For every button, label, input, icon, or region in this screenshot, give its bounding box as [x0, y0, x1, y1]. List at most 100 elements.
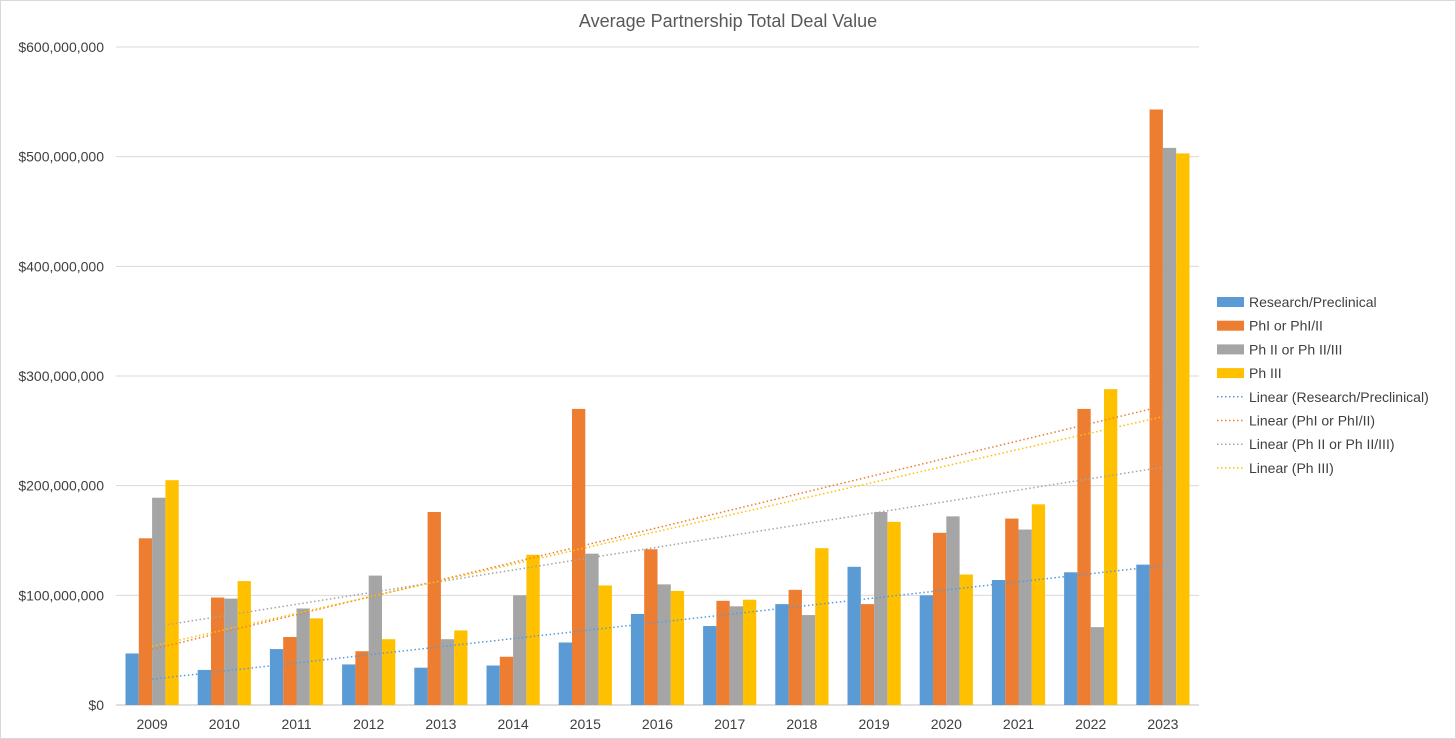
bar	[1031, 504, 1046, 705]
bar	[572, 408, 586, 705]
y-tick-label: $600,000,000	[18, 39, 104, 55]
bar	[368, 575, 382, 705]
bar	[165, 480, 179, 705]
y-tick-label: $400,000,000	[18, 258, 104, 274]
bar	[342, 664, 356, 705]
x-tick-label: 2017	[714, 716, 745, 732]
bar	[1162, 147, 1177, 705]
bar	[355, 651, 369, 705]
legend-swatch	[1217, 297, 1244, 307]
bar	[630, 613, 645, 705]
bar	[125, 653, 139, 705]
trendline	[152, 564, 1163, 680]
bar	[1104, 389, 1118, 705]
trendline	[151, 405, 1164, 651]
bar	[801, 615, 816, 705]
bar	[427, 511, 441, 705]
bar	[788, 589, 802, 705]
bar	[558, 642, 572, 705]
legend: Research/Preclinical PhI or PhI/II Ph II o…	[1217, 294, 1429, 476]
bar	[670, 590, 685, 705]
bar	[657, 584, 671, 705]
x-tick-label: 2014	[498, 716, 529, 732]
bar	[860, 604, 875, 705]
bar	[919, 595, 933, 705]
legend-label: Research/Preclinical	[1249, 294, 1377, 310]
bar	[309, 618, 324, 705]
bar	[138, 538, 153, 705]
bar	[283, 637, 297, 705]
y-axis-ticks: $0 $100,000,000 $200,000,000 $300,000,000 $4…	[18, 39, 104, 713]
legend-label: Linear (Research/Preclinical)	[1249, 389, 1429, 405]
bar	[211, 597, 225, 705]
x-tick-label: 2018	[786, 716, 817, 732]
x-tick-label: 2023	[1147, 716, 1178, 732]
bar	[874, 511, 888, 705]
bar	[716, 600, 730, 705]
legend-label: Linear (Ph III)	[1249, 460, 1334, 476]
x-tick-label: 2022	[1075, 716, 1106, 732]
x-tick-label: 2011	[281, 716, 311, 732]
x-tick-label: 2015	[570, 716, 601, 732]
gridlines	[116, 46, 1199, 706]
legend-label: PhI or PhI/II	[1249, 318, 1323, 334]
bar	[414, 667, 428, 705]
x-tick-label: 2010	[209, 716, 240, 732]
bar	[1005, 518, 1019, 705]
x-tick-label: 2013	[425, 716, 456, 732]
bar	[991, 579, 1006, 705]
y-tick-label: $200,000,000	[18, 478, 104, 494]
legend-label: Linear (PhI or PhI/II)	[1249, 413, 1375, 429]
bar	[1090, 627, 1104, 705]
bar	[598, 585, 612, 705]
bar	[224, 598, 238, 705]
bar	[382, 639, 396, 705]
legend-swatch	[1217, 320, 1244, 331]
legend-swatch	[1217, 344, 1244, 355]
bar	[743, 599, 757, 705]
trendlines	[151, 405, 1164, 680]
bar	[933, 532, 947, 705]
bar	[1136, 564, 1150, 705]
chart-title: Average Partnership Total Deal Value	[579, 11, 877, 31]
bar	[703, 626, 717, 705]
bar	[887, 521, 901, 705]
legend-swatch	[1217, 368, 1244, 379]
x-axis-ticks: 2009 2010 2011 2012 2013 2014 2015 2016 2017 2018…	[137, 716, 1179, 732]
y-tick-label: $0	[88, 697, 104, 713]
legend-label: Ph II or Ph II/III	[1249, 341, 1342, 357]
y-tick-label: $300,000,000	[18, 368, 104, 384]
y-tick-label: $100,000,000	[18, 587, 104, 603]
bar	[440, 639, 455, 705]
bar	[1077, 408, 1091, 705]
bar	[296, 608, 310, 705]
bars	[125, 109, 1190, 705]
x-tick-label: 2019	[859, 716, 890, 732]
y-tick-label: $500,000,000	[18, 149, 104, 165]
bar	[454, 630, 468, 705]
bar	[513, 595, 527, 705]
bar	[197, 669, 211, 705]
bar	[499, 656, 514, 705]
trendline	[151, 466, 1164, 628]
x-tick-label: 2020	[931, 716, 962, 732]
bar	[847, 566, 861, 705]
bar	[729, 606, 743, 705]
x-tick-label: 2009	[137, 716, 168, 732]
x-tick-label: 2016	[642, 716, 673, 732]
legend-label: Ph III	[1249, 365, 1282, 381]
x-tick-label: 2012	[353, 716, 384, 732]
bar	[815, 548, 829, 705]
legend-label: Linear (Ph II or Ph II/III)	[1249, 436, 1395, 452]
bar	[237, 581, 251, 705]
bar	[526, 554, 540, 705]
bar	[1176, 153, 1190, 705]
x-tick-label: 2021	[1003, 716, 1034, 732]
bar	[269, 649, 284, 705]
trendline	[151, 415, 1164, 647]
bar	[1064, 572, 1078, 705]
bar	[152, 497, 166, 705]
bar	[959, 574, 973, 705]
